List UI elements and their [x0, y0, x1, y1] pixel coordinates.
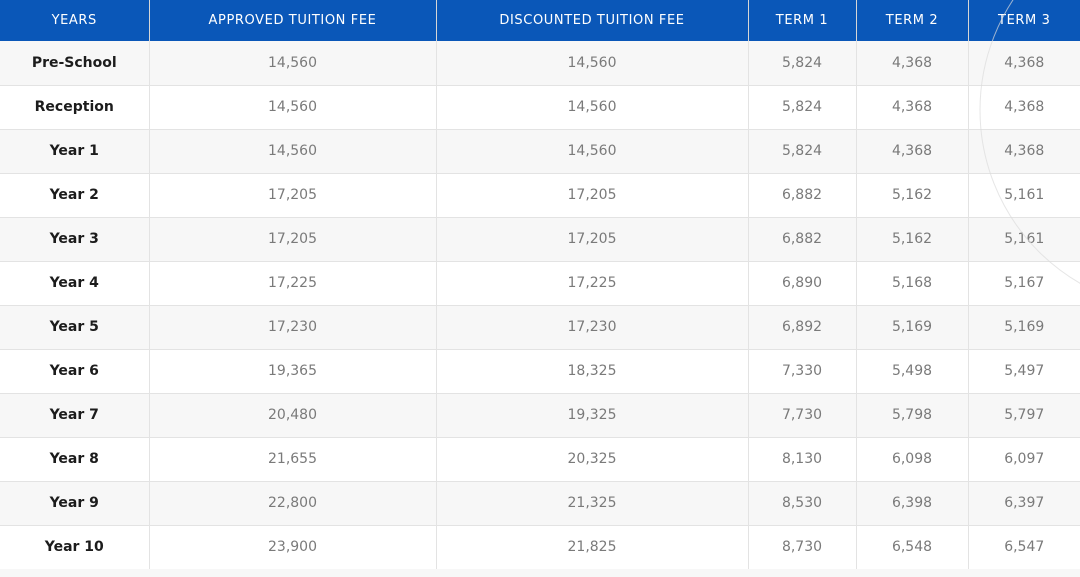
header-row: YEARS APPROVED TUITION FEE DISCOUNTED TUIT… [0, 0, 1080, 41]
table-row: Year 4 17,225 17,225 6,890 5,168 5,167 [0, 261, 1080, 306]
fee-cell: 6,397 [968, 481, 1080, 526]
fee-cell: 17,230 [436, 305, 749, 350]
fee-cell: 4,368 [968, 41, 1080, 86]
fee-cell: 4,368 [968, 85, 1080, 130]
fee-cell: 20,480 [149, 393, 437, 438]
fee-cell: 4,368 [856, 85, 969, 130]
fee-cell: 7,730 [748, 393, 857, 438]
year-cell: Reception [0, 85, 150, 130]
fee-cell: 5,167 [968, 261, 1080, 306]
year-cell: Year 5 [0, 305, 150, 350]
year-cell: Pre-School [0, 41, 150, 86]
fee-cell: 6,548 [856, 525, 969, 570]
year-cell: Year 2 [0, 173, 150, 218]
year-cell: Year 4 [0, 261, 150, 306]
fee-cell: 14,560 [149, 129, 437, 174]
table-tail [0, 569, 1080, 577]
fee-cell: 6,097 [968, 437, 1080, 482]
column-header: DISCOUNTED TUITION FEE [436, 0, 749, 41]
year-cell: Year 9 [0, 481, 150, 526]
fee-cell: 5,824 [748, 85, 857, 130]
fee-cell: 5,161 [968, 173, 1080, 218]
fee-cell: 17,205 [149, 217, 437, 262]
fee-cell: 19,365 [149, 349, 437, 394]
fee-cell: 17,230 [149, 305, 437, 350]
fee-cell: 5,798 [856, 393, 969, 438]
year-cell: Year 10 [0, 525, 150, 570]
table-row: Year 7 20,480 19,325 7,730 5,798 5,797 [0, 393, 1080, 438]
fee-cell: 5,824 [748, 41, 857, 86]
column-header: TERM 2 [856, 0, 969, 41]
fee-cell: 6,098 [856, 437, 969, 482]
fee-cell: 5,168 [856, 261, 969, 306]
fee-cell: 17,225 [149, 261, 437, 306]
fee-cell: 22,800 [149, 481, 437, 526]
fee-cell: 5,498 [856, 349, 969, 394]
fee-cell: 14,560 [149, 41, 437, 86]
year-cell: Year 1 [0, 129, 150, 174]
table-row: Year 2 17,205 17,205 6,882 5,162 5,161 [0, 173, 1080, 218]
fee-cell: 5,797 [968, 393, 1080, 438]
fee-cell: 6,890 [748, 261, 857, 306]
fee-cell: 4,368 [856, 129, 969, 174]
fee-cell: 17,225 [436, 261, 749, 306]
table-row: Year 3 17,205 17,205 6,882 5,162 5,161 [0, 217, 1080, 262]
fee-cell: 23,900 [149, 525, 437, 570]
fee-cell: 6,882 [748, 217, 857, 262]
fee-cell: 6,892 [748, 305, 857, 350]
fee-cell: 18,325 [436, 349, 749, 394]
fee-cell: 5,169 [856, 305, 969, 350]
table-row: Year 8 21,655 20,325 8,130 6,098 6,097 [0, 437, 1080, 482]
fee-cell: 4,368 [856, 41, 969, 86]
fee-cell: 14,560 [149, 85, 437, 130]
table-row: Year 10 23,900 21,825 8,730 6,548 6,547 [0, 525, 1080, 570]
fee-cell: 5,162 [856, 217, 969, 262]
fee-cell: 17,205 [149, 173, 437, 218]
year-cell: Year 3 [0, 217, 150, 262]
fee-cell: 8,530 [748, 481, 857, 526]
fee-cell: 14,560 [436, 41, 749, 86]
fee-cell: 5,162 [856, 173, 969, 218]
column-header: APPROVED TUITION FEE [149, 0, 437, 41]
fee-cell: 5,824 [748, 129, 857, 174]
fee-cell: 5,169 [968, 305, 1080, 350]
year-cell: Year 8 [0, 437, 150, 482]
fee-cell: 6,882 [748, 173, 857, 218]
fee-cell: 19,325 [436, 393, 749, 438]
fee-cell: 5,497 [968, 349, 1080, 394]
fee-cell: 14,560 [436, 129, 749, 174]
table-row: Year 9 22,800 21,325 8,530 6,398 6,397 [0, 481, 1080, 526]
fee-cell: 21,825 [436, 525, 749, 570]
table-row: Year 1 14,560 14,560 5,824 4,368 4,368 [0, 129, 1080, 174]
fee-cell: 8,130 [748, 437, 857, 482]
fee-cell: 6,547 [968, 525, 1080, 570]
table-row: Year 5 17,230 17,230 6,892 5,169 5,169 [0, 305, 1080, 350]
fee-cell: 8,730 [748, 525, 857, 570]
column-header: TERM 3 [968, 0, 1080, 41]
fee-cell: 20,325 [436, 437, 749, 482]
table-row: Reception 14,560 14,560 5,824 4,368 4,368 [0, 85, 1080, 130]
year-cell: Year 7 [0, 393, 150, 438]
fee-cell: 4,368 [968, 129, 1080, 174]
table-body: Pre-School 14,560 14,560 5,824 4,368 4,368 Rec… [0, 41, 1080, 570]
fee-cell: 17,205 [436, 173, 749, 218]
fee-cell: 6,398 [856, 481, 969, 526]
fee-cell: 7,330 [748, 349, 857, 394]
table-row: Pre-School 14,560 14,560 5,824 4,368 4,368 [0, 41, 1080, 86]
column-header: YEARS [0, 0, 150, 41]
table-row: Year 6 19,365 18,325 7,330 5,498 5,497 [0, 349, 1080, 394]
fee-cell: 5,161 [968, 217, 1080, 262]
fee-cell: 14,560 [436, 85, 749, 130]
fee-cell: 21,655 [149, 437, 437, 482]
column-header: TERM 1 [748, 0, 857, 41]
fee-cell: 21,325 [436, 481, 749, 526]
fee-cell: 17,205 [436, 217, 749, 262]
year-cell: Year 6 [0, 349, 150, 394]
